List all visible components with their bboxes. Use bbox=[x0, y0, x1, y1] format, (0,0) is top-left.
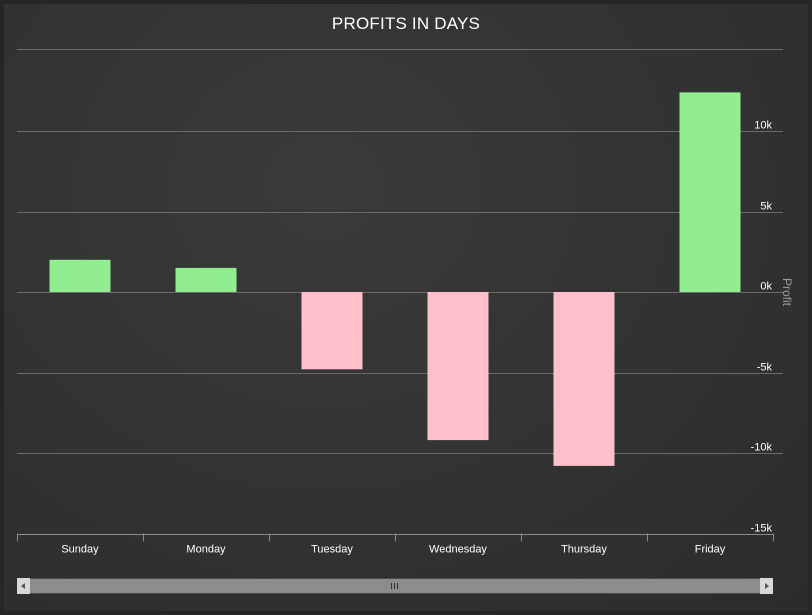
scroll-left-button[interactable] bbox=[17, 578, 30, 594]
bar-tuesday bbox=[301, 292, 363, 370]
bar-friday bbox=[679, 92, 741, 293]
bar-sunday bbox=[49, 259, 111, 292]
x-tick-label: Thursday bbox=[561, 544, 607, 556]
y-tick-label: 5k bbox=[760, 201, 772, 213]
grip-icon bbox=[391, 583, 398, 589]
arrow-left-icon bbox=[21, 583, 25, 589]
scrollbar-thumb[interactable] bbox=[30, 579, 760, 593]
arrow-right-icon bbox=[765, 583, 769, 589]
bar-thursday bbox=[553, 292, 615, 466]
bar-wednesday bbox=[427, 292, 489, 441]
x-tick-label: Monday bbox=[186, 544, 226, 556]
y-tick-label: 10k bbox=[754, 120, 772, 132]
x-tick-label: Sunday bbox=[61, 544, 99, 556]
x-tick-label: Friday bbox=[695, 544, 726, 556]
y-axis-title: Profit bbox=[780, 278, 794, 307]
horizontal-scrollbar[interactable] bbox=[17, 578, 773, 594]
scroll-right-button[interactable] bbox=[760, 578, 773, 594]
chart-title: PROFITS IN DAYS bbox=[331, 14, 481, 33]
y-tick-label: -5k bbox=[757, 362, 773, 374]
x-tick-label: Tuesday bbox=[311, 544, 353, 556]
x-tick-label: Wednesday bbox=[429, 544, 487, 556]
bar-monday bbox=[175, 267, 237, 292]
y-tick-label: -10k bbox=[751, 442, 773, 454]
y-tick-label: -15k bbox=[751, 523, 773, 535]
y-tick-label: 0k bbox=[760, 281, 772, 293]
